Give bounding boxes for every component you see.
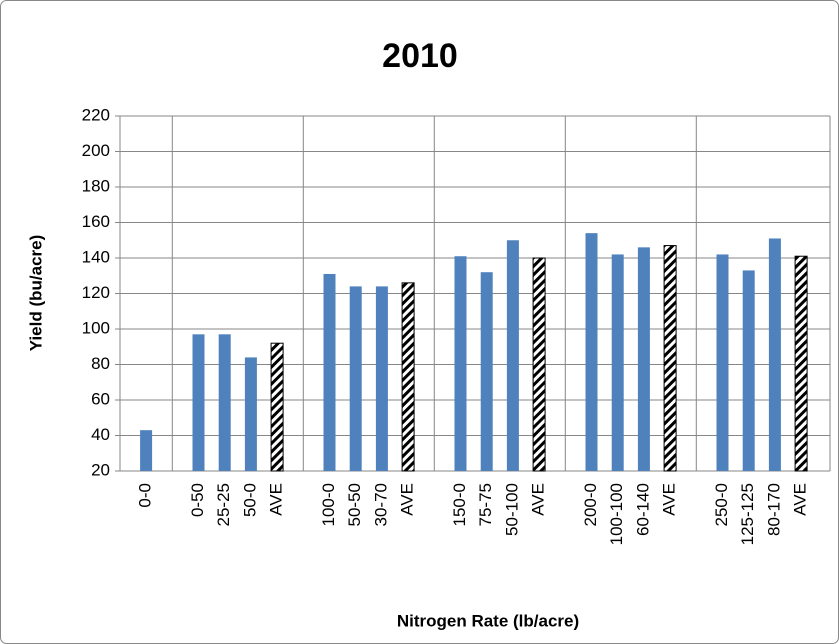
x-tick-label: AVE bbox=[791, 483, 810, 516]
x-tick-label: 30-70 bbox=[371, 483, 390, 526]
x-tick-label: 0-50 bbox=[188, 483, 207, 517]
y-tick-label: 220 bbox=[82, 105, 110, 124]
x-tick-label: 200-0 bbox=[581, 483, 600, 526]
x-tick-label: 75-75 bbox=[476, 483, 495, 526]
bar bbox=[244, 357, 257, 471]
bar bbox=[375, 286, 388, 471]
bar bbox=[192, 334, 205, 471]
y-tick-label: 120 bbox=[82, 283, 110, 302]
x-tick-label: AVE bbox=[267, 483, 286, 516]
bar bbox=[611, 254, 624, 471]
bar bbox=[480, 272, 493, 471]
bar bbox=[218, 334, 231, 471]
x-tick-label: 150-0 bbox=[450, 483, 469, 526]
bar bbox=[323, 273, 336, 471]
bar bbox=[768, 238, 781, 471]
y-tick-label: 80 bbox=[91, 354, 110, 373]
bar bbox=[794, 255, 808, 472]
bar bbox=[506, 240, 519, 471]
x-tick-label: 125-125 bbox=[738, 483, 757, 545]
x-tick-label: AVE bbox=[398, 483, 417, 516]
y-axis-title: Yield (bu/acre) bbox=[26, 235, 45, 352]
y-tick-label: 140 bbox=[82, 247, 110, 266]
bar bbox=[663, 245, 677, 472]
bar bbox=[349, 286, 362, 471]
x-tick-label: 60-140 bbox=[633, 483, 652, 536]
y-tick-label: 20 bbox=[91, 460, 110, 479]
bar bbox=[454, 256, 467, 471]
bar bbox=[585, 233, 598, 471]
x-tick-label: 50-100 bbox=[502, 483, 521, 536]
y-tick-label: 60 bbox=[91, 389, 110, 408]
x-tick-label: 250-0 bbox=[712, 483, 731, 526]
y-tick-label: 100 bbox=[82, 318, 110, 337]
chart-title: 2010 bbox=[382, 37, 458, 75]
y-tick-label: 160 bbox=[82, 212, 110, 231]
y-tick-label: 180 bbox=[82, 176, 110, 195]
bar bbox=[742, 270, 755, 471]
bar bbox=[401, 282, 415, 472]
x-tick-label: 80-170 bbox=[764, 483, 783, 536]
bar bbox=[140, 430, 153, 471]
x-tick-label: 100-100 bbox=[607, 483, 626, 545]
x-tick-label: 100-0 bbox=[319, 483, 338, 526]
x-tick-label: 25-25 bbox=[214, 483, 233, 526]
x-axis-title: Nitrogen Rate (lb/acre) bbox=[397, 611, 579, 630]
x-tick-label: 50-0 bbox=[240, 483, 259, 517]
bar bbox=[270, 342, 284, 472]
x-tick-label: 0-0 bbox=[136, 483, 155, 508]
bar bbox=[637, 247, 650, 471]
x-tick-label: AVE bbox=[529, 483, 548, 516]
x-tick-label: 50-50 bbox=[345, 483, 364, 526]
bar bbox=[716, 254, 729, 471]
y-tick-label: 40 bbox=[91, 425, 110, 444]
y-tick-label: 200 bbox=[82, 141, 110, 160]
bar bbox=[532, 257, 546, 472]
x-tick-label: AVE bbox=[660, 483, 679, 516]
